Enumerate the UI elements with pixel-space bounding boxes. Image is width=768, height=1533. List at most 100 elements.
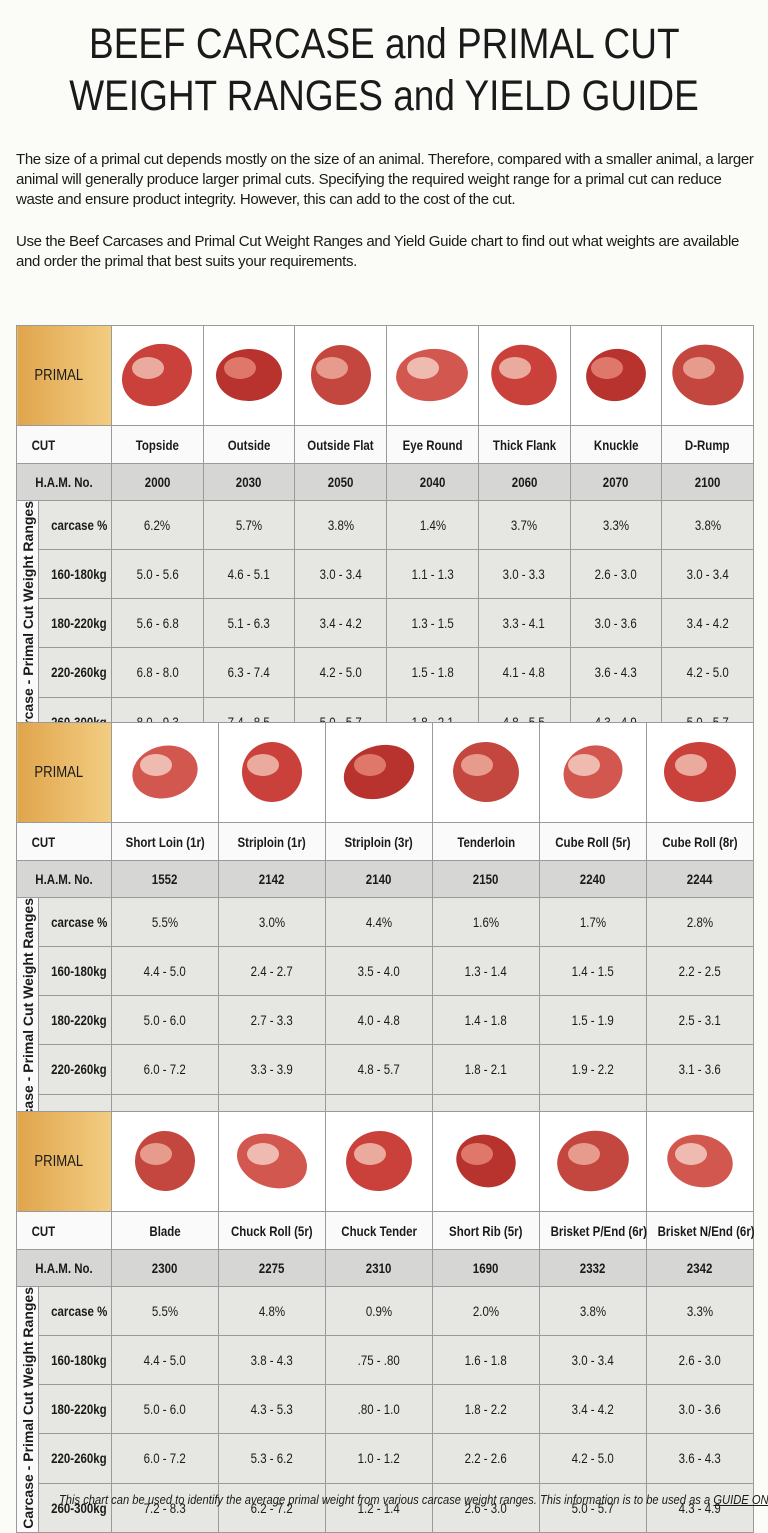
- cell-text: H.A.M. No.: [35, 474, 93, 490]
- row-label: carcase %: [37, 1285, 113, 1337]
- cell-text: 1.4 - 1.8: [464, 1012, 508, 1029]
- cell-text: 3.8 - 4.3: [250, 1352, 294, 1369]
- cell-text: CUT: [31, 1222, 56, 1239]
- cell-text: 4.6 - 5.1: [227, 566, 271, 583]
- cell-text: 2300: [152, 1260, 178, 1276]
- row-value: 3.8 - 4.3: [218, 1335, 326, 1386]
- cell-text: 2240: [580, 871, 606, 887]
- primal-row: PRIMAL: [15, 325, 754, 426]
- meat-photo: [452, 741, 519, 803]
- cut-name: D-Rump: [661, 425, 754, 464]
- row-value: 3.3%: [645, 1285, 755, 1337]
- cell-text: 4.2 - 5.0: [571, 1450, 615, 1467]
- cell-text: 160-180kg: [51, 1352, 107, 1369]
- cell-text: 4.8 - 5.7: [357, 1061, 401, 1078]
- cell-text: 5.6 - 6.8: [136, 615, 179, 632]
- title-line: BEEF CARCASE and PRIMAL CUT: [88, 20, 680, 68]
- row-value: 3.7%: [477, 499, 571, 551]
- photo-cell: [538, 722, 647, 823]
- cell-text: .80 - 1.0: [357, 1401, 401, 1418]
- table-body: PRIMAL CUT Blade Chuck Roll (5r) Chuck Tende…: [15, 1111, 755, 1533]
- ham-number: 2000: [111, 463, 204, 501]
- cell-text: 2070: [603, 474, 629, 490]
- row-value: 2.0%: [431, 1285, 540, 1337]
- cell-text: 1552: [152, 871, 178, 887]
- cell-text: 1.7%: [579, 914, 607, 931]
- row-value: 2.2 - 2.5: [645, 946, 755, 997]
- cut-name: Cube Roll (8r): [645, 822, 755, 861]
- meat-photo: [396, 348, 469, 402]
- cell-text: 6.8 - 8.0: [136, 664, 179, 681]
- cell-text: Thick Flank: [492, 436, 556, 453]
- cell-text: 220-260kg: [51, 664, 107, 681]
- cell-text: Striploin (3r): [344, 833, 414, 850]
- cell-text: 160-180kg: [51, 963, 107, 980]
- photo-cell: [386, 325, 479, 426]
- cell-text: 1.4 - 1.5: [571, 963, 615, 980]
- row-value: 3.0 - 3.6: [569, 598, 663, 649]
- row-value: 3.3 - 4.1: [477, 598, 571, 649]
- row-value: 4.2 - 5.0: [294, 647, 388, 698]
- row-value: 6.0 - 7.2: [111, 1433, 219, 1484]
- row-value: 0.9%: [324, 1285, 433, 1337]
- cell-text: Short Rib (5r): [449, 1222, 523, 1239]
- cell-text: 6.2%: [144, 517, 171, 534]
- row-value: 4.6 - 5.1: [202, 549, 296, 600]
- meat-photo: [346, 1130, 412, 1192]
- cell-text: 2.8%: [686, 914, 714, 931]
- cell-text: 3.6 - 4.3: [678, 1450, 722, 1467]
- cut-name: Striploin (1r): [218, 822, 326, 861]
- meat-photo: [343, 744, 415, 800]
- primal-label: PRIMAL: [15, 1111, 113, 1212]
- row-label: 220-260kg: [37, 647, 113, 698]
- cell-text: 6.0 - 7.2: [143, 1061, 187, 1078]
- cut-label: CUT: [15, 822, 113, 861]
- cell-text: 1.5 - 1.8: [411, 664, 454, 681]
- cell-text: 2.5 - 3.1: [678, 1012, 722, 1029]
- row-value: 5.0 - 6.0: [111, 1384, 219, 1435]
- cell-text: 3.4 - 4.2: [686, 615, 729, 632]
- row-value: 1.3 - 1.5: [386, 598, 479, 649]
- row-label: 160-180kg: [37, 549, 113, 600]
- footer: This chart can be used to identify the a…: [0, 1492, 768, 1507]
- primal-table: PRIMAL CUT Short Loin (1r) Striploin (1r) St…: [15, 722, 755, 1144]
- row-value: 1.8 - 2.2: [431, 1384, 540, 1435]
- cell-text: 3.0 - 3.3: [503, 566, 546, 583]
- ham-number: 2142: [218, 860, 326, 898]
- primal-row: PRIMAL: [15, 722, 755, 823]
- cut-name: Outside: [202, 425, 296, 464]
- photo-cell: [477, 325, 571, 426]
- row-value: 1.4 - 1.5: [538, 946, 647, 997]
- photo-cell: [218, 722, 326, 823]
- table-body: PRIMAL CUT Topside Outside Outside Flat Eye R…: [15, 325, 754, 747]
- row-label: 180-220kg: [37, 1384, 113, 1435]
- cell-text: 5.0 - 5.6: [136, 566, 179, 583]
- row-value: 6.0 - 7.2: [111, 1044, 219, 1095]
- ham-number: 2030: [202, 463, 296, 501]
- cell-text: carcase %: [51, 914, 108, 931]
- cell-text: 5.5%: [151, 914, 179, 931]
- row-value: 5.5%: [111, 1285, 219, 1337]
- weight-row: 180-220kg 5.0 - 6.0 2.7 - 3.3 4.0 - 4.8 1.4 …: [17, 995, 755, 1046]
- row-value: 1.0 - 1.2: [324, 1433, 433, 1484]
- cell-text: 1.1 - 1.3: [411, 566, 454, 583]
- cell-text: 180-220kg: [51, 1401, 107, 1418]
- cell-text: 3.5 - 4.0: [357, 963, 401, 980]
- row-label: 160-180kg: [37, 1335, 113, 1386]
- cell-text: 2060: [511, 474, 537, 490]
- cut-name: Thick Flank: [477, 425, 571, 464]
- side-label: Carcase - Primal Cut Weight Ranges: [16, 897, 39, 1144]
- cell-text: 2.2 - 2.5: [678, 963, 722, 980]
- meat-photo: [456, 1134, 516, 1188]
- row-value: 7.2 - 8.3: [111, 1482, 219, 1533]
- cell-text: 4.4 - 5.0: [143, 963, 187, 980]
- primal-table: PRIMAL CUT Blade Chuck Roll (5r) Chuck Tende…: [15, 1111, 755, 1533]
- cell-text: 1.6%: [472, 914, 500, 931]
- row-value: 1.4%: [386, 499, 479, 551]
- cell-text: Tenderloin: [457, 833, 515, 850]
- cell-text: 6.0 - 7.2: [143, 1450, 187, 1467]
- row-value: 3.4 - 4.2: [661, 598, 754, 649]
- cell-text: 4.3 - 4.9: [678, 1499, 722, 1516]
- meat-photo: [132, 745, 198, 799]
- row-value: 4.2 - 5.0: [661, 647, 754, 698]
